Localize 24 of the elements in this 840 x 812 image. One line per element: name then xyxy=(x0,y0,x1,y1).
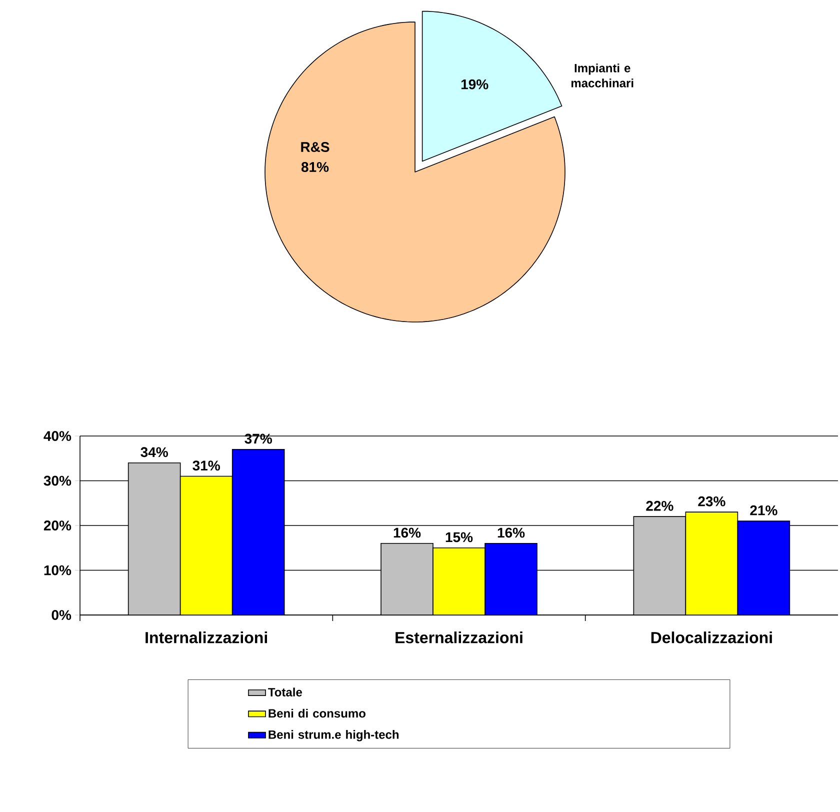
data-label: 22% xyxy=(646,500,674,511)
data-label: 37% xyxy=(244,434,272,444)
legend-label: Beni strum.e high-tech xyxy=(268,730,399,742)
x-tick-label: Esternalizzazioni xyxy=(396,632,522,644)
slice-label: R&S xyxy=(301,142,330,152)
y-tick-label: 40% xyxy=(44,431,72,441)
y-tick-label: 30% xyxy=(44,476,72,486)
y-tick-label: 20% xyxy=(44,520,72,530)
legend-label: Totale xyxy=(268,688,302,696)
data-label: 16% xyxy=(394,528,421,538)
x-tick-label: Delocalizzazioni xyxy=(651,632,772,644)
y-tick-label: 0% xyxy=(52,610,72,620)
data-label: 81% xyxy=(301,162,329,172)
legend-label: Beni di consumo xyxy=(268,708,366,718)
data-label: 19% xyxy=(461,79,488,90)
data-label: 16% xyxy=(498,528,525,538)
data-label: 23% xyxy=(698,496,726,506)
y-tick-label: 10% xyxy=(44,565,72,576)
x-tick-label: Internalizzazioni xyxy=(146,632,267,644)
slice-label: Impianti e macchinari xyxy=(571,64,634,88)
data-label: 21% xyxy=(750,505,778,516)
data-label: 15% xyxy=(446,532,473,542)
data-label: 34% xyxy=(140,447,168,458)
data-label: 31% xyxy=(192,460,220,471)
